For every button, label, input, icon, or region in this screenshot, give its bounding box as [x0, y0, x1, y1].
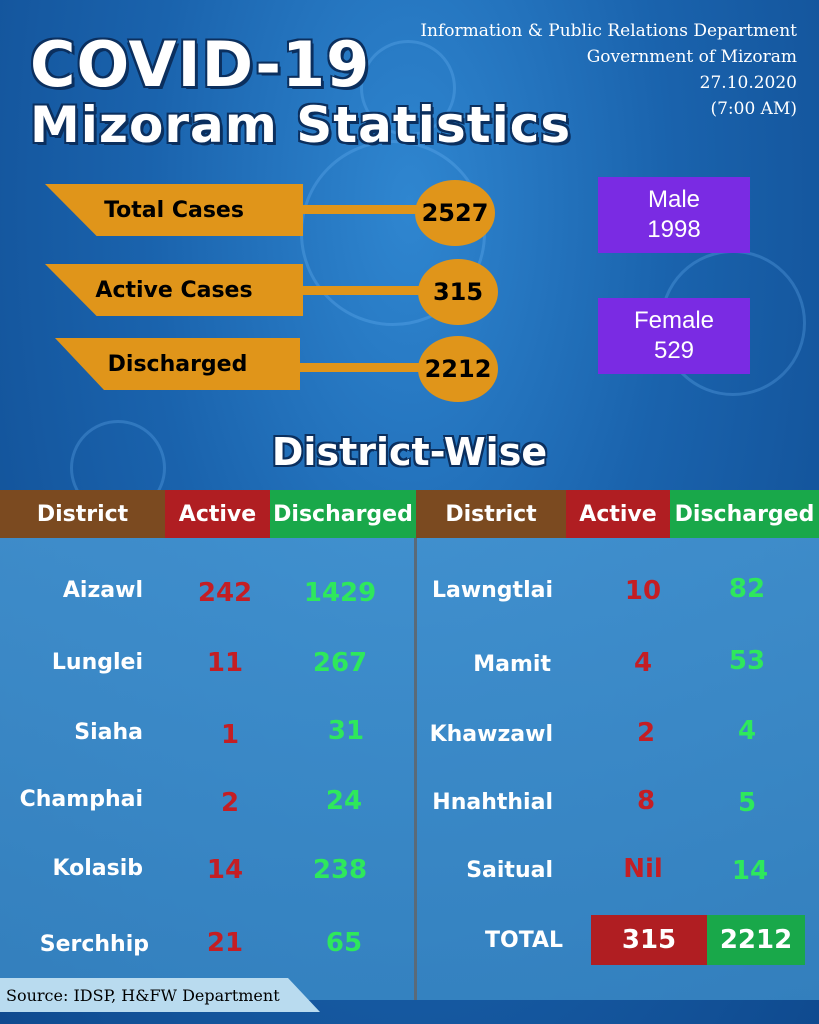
district-wise-title: District-Wise: [271, 430, 548, 474]
column-divider: [414, 538, 417, 1000]
active-count: 21: [206, 928, 244, 958]
total-active: 315: [591, 915, 707, 965]
district-name: Siaha: [74, 720, 143, 745]
discharged-value: 2212: [418, 336, 498, 402]
active-cases-bar: [295, 286, 425, 295]
total-cases-label: Total Cases: [45, 184, 303, 236]
district-name: Lunglei: [51, 650, 143, 675]
header-district-left: District: [0, 490, 165, 538]
district-name: Lawngtlai: [431, 578, 553, 603]
discharged-count: 65: [325, 928, 363, 958]
discharged-bar: [295, 363, 425, 372]
discharged-count: 1429: [303, 578, 377, 608]
department-info: Information & Public Relations Departmen…: [377, 18, 797, 122]
active-count: 4: [633, 648, 653, 678]
total-label: TOTAL: [485, 928, 564, 953]
title-mizoram-statistics: Mizoram Statistics: [30, 96, 572, 154]
government-name: Government of Mizoram: [586, 47, 797, 67]
discharged-count: 24: [325, 786, 363, 816]
header-active-right: Active: [566, 490, 670, 538]
header-discharged-left: Discharged: [270, 490, 416, 538]
source-note: Source: IDSP, H&FW Department: [0, 978, 320, 1012]
district-table: District Active Discharged District Acti…: [0, 490, 819, 1000]
female-label: Female: [633, 307, 715, 334]
active-count: 2: [220, 788, 240, 818]
district-name: Champhai: [19, 787, 143, 812]
active-cases-label: Active Cases: [45, 264, 303, 316]
department-name: Information & Public Relations Departmen…: [420, 21, 797, 41]
female-value: 529: [653, 337, 695, 364]
active-count: 10: [624, 576, 662, 606]
discharged-count: 4: [737, 716, 757, 746]
female-box: Female 529: [598, 298, 750, 374]
discharged-count: 82: [728, 574, 766, 604]
male-label: Male: [647, 186, 701, 213]
total-cases-bar: [295, 205, 425, 214]
discharged-count: 14: [731, 856, 769, 886]
active-count: 2: [636, 718, 656, 748]
active-count: 14: [206, 855, 244, 885]
district-name: Aizawl: [62, 578, 143, 603]
report-date: 27.10.2020: [699, 73, 797, 93]
district-name: Mamit: [473, 652, 551, 677]
virus-decoration: [360, 40, 456, 136]
total-cases-value: 2527: [415, 180, 495, 246]
district-name: Saitual: [466, 858, 553, 883]
male-box: Male 1998: [598, 177, 750, 253]
district-name: Hnahthial: [432, 790, 553, 815]
discharged-count: 5: [737, 788, 757, 818]
discharged-count: 53: [728, 646, 766, 676]
discharged-count: 238: [312, 855, 368, 885]
discharged-count: 267: [312, 648, 368, 678]
active-cases-value: 315: [418, 259, 498, 325]
discharged-label: Discharged: [55, 338, 300, 390]
report-time: (7:00 AM): [710, 99, 797, 119]
active-count: Nil: [623, 854, 663, 884]
title-covid: COVID-19: [30, 28, 371, 101]
total-discharged: 2212: [707, 915, 805, 965]
district-name: Khawzawl: [429, 722, 553, 747]
active-count: 242: [197, 578, 253, 608]
discharged-count: 31: [327, 716, 365, 746]
header-active-left: Active: [165, 490, 270, 538]
active-count: 11: [206, 648, 244, 678]
active-count: 1: [220, 720, 240, 750]
district-name: Kolasib: [52, 856, 143, 881]
header-discharged-right: Discharged: [670, 490, 819, 538]
male-value: 1998: [647, 216, 701, 243]
active-count: 8: [636, 786, 656, 816]
district-name: Serchhip: [39, 932, 149, 957]
header-district-right: District: [416, 490, 566, 538]
